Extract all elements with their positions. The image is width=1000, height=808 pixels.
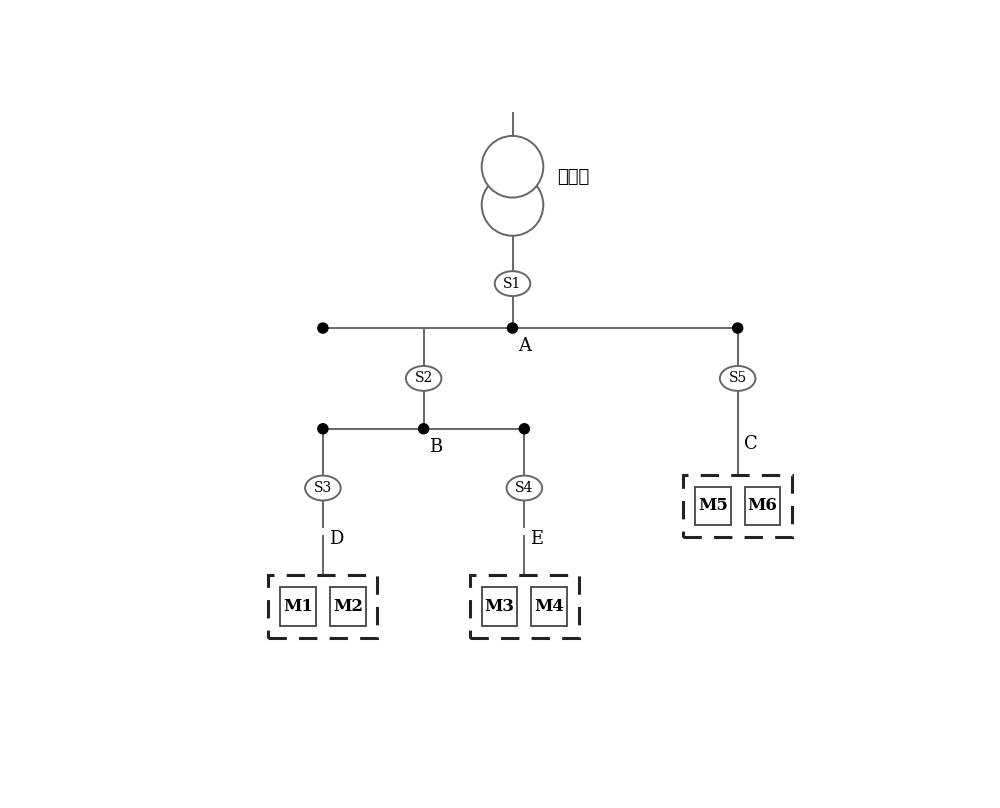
Text: M4: M4 xyxy=(534,598,564,615)
Text: M3: M3 xyxy=(484,598,514,615)
Text: A: A xyxy=(518,337,531,355)
Circle shape xyxy=(507,323,518,333)
Ellipse shape xyxy=(507,476,542,500)
FancyBboxPatch shape xyxy=(482,587,517,625)
Ellipse shape xyxy=(720,366,755,391)
Circle shape xyxy=(733,323,743,333)
Circle shape xyxy=(318,423,328,434)
FancyBboxPatch shape xyxy=(745,486,780,525)
Circle shape xyxy=(419,423,429,434)
Text: M5: M5 xyxy=(698,497,728,515)
Text: 变压器: 变压器 xyxy=(557,168,589,186)
Text: S4: S4 xyxy=(515,481,534,495)
Text: S2: S2 xyxy=(414,372,433,385)
Ellipse shape xyxy=(406,366,441,391)
FancyBboxPatch shape xyxy=(280,587,316,625)
FancyBboxPatch shape xyxy=(695,486,731,525)
Text: B: B xyxy=(430,438,443,456)
Circle shape xyxy=(318,323,328,333)
Ellipse shape xyxy=(495,271,530,296)
FancyBboxPatch shape xyxy=(683,475,792,537)
Text: M1: M1 xyxy=(283,598,313,615)
Text: M6: M6 xyxy=(748,497,777,515)
Text: S1: S1 xyxy=(503,276,522,291)
FancyBboxPatch shape xyxy=(268,575,377,638)
FancyBboxPatch shape xyxy=(470,575,579,638)
Circle shape xyxy=(482,136,543,197)
Text: D: D xyxy=(329,529,343,548)
Text: M2: M2 xyxy=(333,598,363,615)
Ellipse shape xyxy=(305,476,341,500)
Circle shape xyxy=(519,423,529,434)
Text: C: C xyxy=(744,435,757,452)
Text: E: E xyxy=(530,529,543,548)
Text: S5: S5 xyxy=(729,372,747,385)
FancyBboxPatch shape xyxy=(330,587,366,625)
Circle shape xyxy=(482,175,543,236)
Text: S3: S3 xyxy=(314,481,332,495)
FancyBboxPatch shape xyxy=(531,587,567,625)
